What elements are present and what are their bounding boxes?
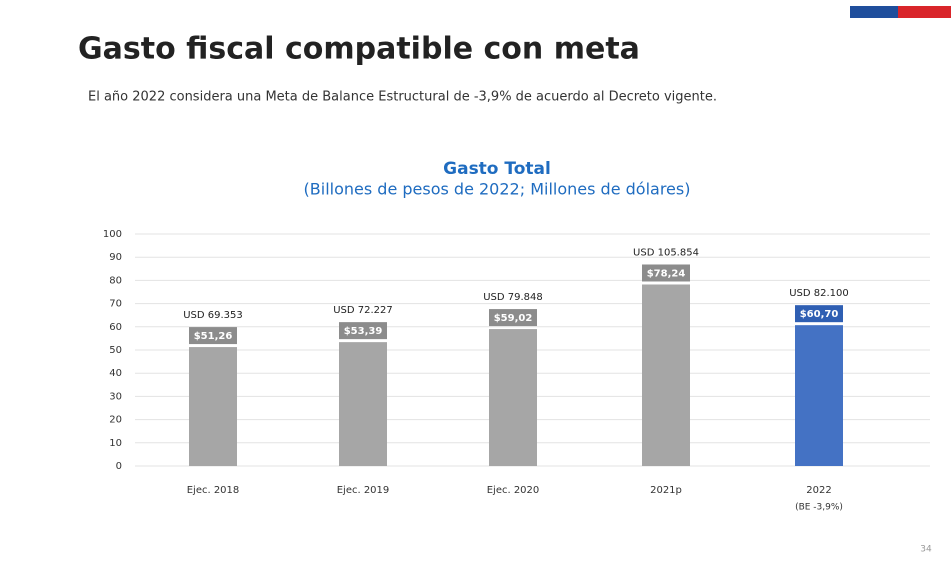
value-label-box xyxy=(795,305,843,323)
flag-red xyxy=(898,6,951,18)
x-tick-label: Ejec. 2019 xyxy=(337,485,390,496)
slide-title: Gasto fiscal compatible con meta xyxy=(78,32,640,67)
page-number: 34 xyxy=(920,545,932,555)
value-label-box xyxy=(642,264,690,282)
usd-label: USD 72.227 xyxy=(333,305,393,316)
usd-label: USD 69.353 xyxy=(183,310,243,321)
value-label: $78,24 xyxy=(647,268,686,279)
bar xyxy=(339,342,387,466)
x-tick-sublabel: (BE -3,9%) xyxy=(795,503,843,513)
x-tick-label: Ejec. 2020 xyxy=(487,485,540,496)
usd-label: USD 82.100 xyxy=(789,288,849,299)
chart-title: Gasto Total xyxy=(443,159,551,179)
y-tick-label: 10 xyxy=(109,438,122,449)
bar xyxy=(795,325,843,466)
y-tick-label: 60 xyxy=(109,322,122,333)
y-tick-label: 70 xyxy=(109,299,122,310)
value-label-box xyxy=(489,309,537,327)
value-label: $53,39 xyxy=(344,326,383,337)
value-label: $51,26 xyxy=(194,331,233,342)
bar xyxy=(642,284,690,466)
slide-subtitle: El año 2022 considera una Meta de Balanc… xyxy=(88,90,717,105)
y-tick-label: 100 xyxy=(103,229,122,240)
chart-subtitle: (Billones de pesos de 2022; Millones de … xyxy=(304,180,691,199)
usd-label: USD 79.848 xyxy=(483,292,543,303)
y-tick-label: 40 xyxy=(109,368,122,379)
x-tick-label: Ejec. 2018 xyxy=(187,485,240,496)
y-tick-label: 0 xyxy=(116,461,122,472)
y-tick-label: 20 xyxy=(109,415,122,426)
value-label-box xyxy=(189,327,237,345)
x-tick-label: 2021p xyxy=(650,485,682,496)
value-label-box xyxy=(339,322,387,340)
x-tick-label: 2022 xyxy=(806,485,831,496)
value-label: $59,02 xyxy=(494,313,533,324)
y-tick-label: 80 xyxy=(109,275,122,286)
usd-label: USD 105.854 xyxy=(633,247,699,258)
bar xyxy=(489,329,537,466)
bar xyxy=(189,347,237,466)
value-label: $60,70 xyxy=(800,309,839,320)
y-tick-label: 50 xyxy=(109,345,122,356)
y-tick-label: 90 xyxy=(109,252,122,263)
y-tick-label: 30 xyxy=(109,391,122,402)
flag-blue xyxy=(850,6,898,18)
